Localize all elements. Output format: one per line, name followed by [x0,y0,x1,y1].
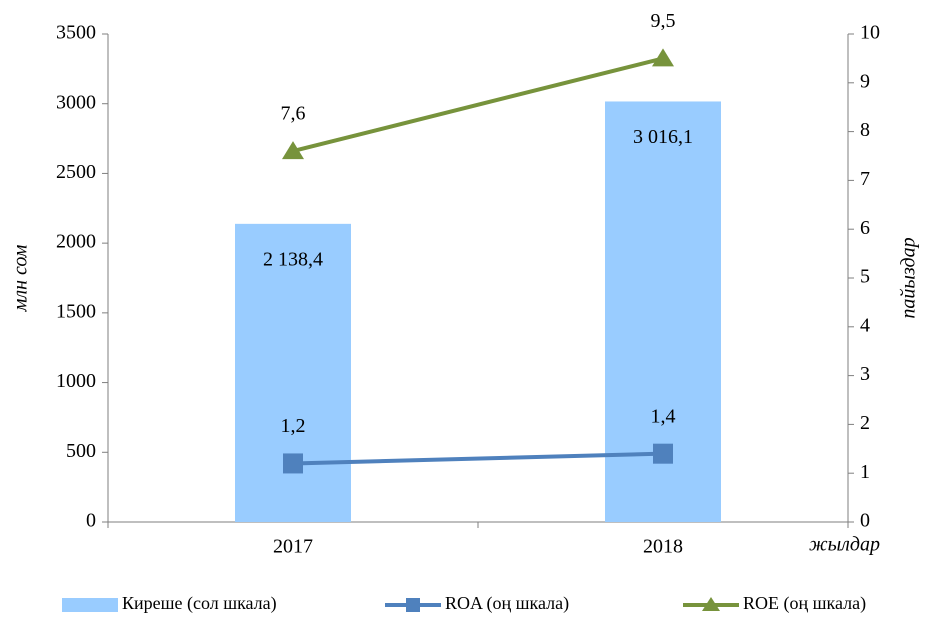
y2-axis-label: пайыздар [898,237,920,318]
y-tick-label: 2000 [56,231,96,253]
line-marker [653,443,673,464]
y-tick-label: 0 [86,510,96,532]
y-axis-label: млн сом [10,244,32,312]
line-marker [652,48,674,67]
line-value-label: 1,4 [651,405,676,427]
x-tick-label: 2017 [273,536,313,558]
y2-tick-label: 9 [860,70,870,92]
line-marker [282,141,304,160]
y2-tick-label: 1 [860,461,870,483]
x-tick-label: 2018 [643,536,683,558]
y2-tick-label: 10 [860,22,880,44]
y2-tick-label: 2 [860,412,870,434]
y2-tick-label: 7 [860,168,870,190]
line [292,56,664,154]
line-value-label: 7,6 [281,103,306,125]
y-tick-label: 1000 [56,370,96,392]
legend-label: ROA (оң шкала) [445,593,569,614]
line [292,451,664,466]
legend-label: ROE (оң шкала) [743,593,866,614]
y2-tick-label: 3 [860,363,870,385]
line-value-label: 9,5 [651,10,676,32]
bar-value-label: 3 016,1 [633,126,693,148]
y-tick-label: 3500 [56,22,96,44]
y2-tick-label: 0 [860,510,870,532]
legend-marker [406,598,420,612]
x-axis-label: жылдар [809,534,880,556]
line-marker [283,453,303,474]
legend-label: Киреше (сол шкала) [122,593,277,614]
y2-tick-label: 5 [860,266,870,288]
y2-tick-label: 6 [860,217,870,239]
bar-value-label: 2 138,4 [263,248,323,270]
legend-marker [702,597,720,611]
y-tick-label: 1500 [56,300,96,322]
y-tick-label: 3000 [56,91,96,113]
y2-tick-label: 8 [860,119,870,141]
y-tick-label: 500 [66,440,96,462]
legend-swatch [62,598,118,612]
y2-tick-label: 4 [860,314,870,336]
y-tick-label: 2500 [56,161,96,183]
line-value-label: 1,2 [281,415,306,437]
